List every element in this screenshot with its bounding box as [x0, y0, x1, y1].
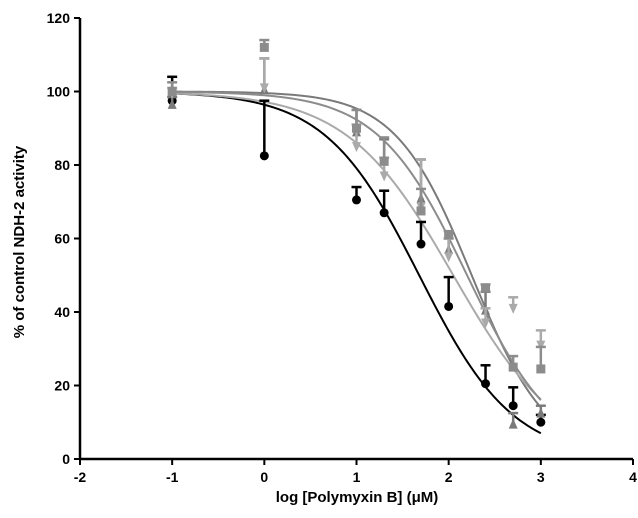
x-tick-label: 0	[260, 469, 268, 485]
data-point	[481, 318, 491, 329]
data-point	[259, 83, 269, 94]
data-point	[444, 301, 454, 311]
x-axis-title: log [Polymyxin B] (μM)	[276, 489, 439, 506]
y-tick-label: 100	[47, 84, 71, 100]
data-point	[167, 87, 177, 96]
data-points	[167, 38, 546, 429]
y-tick-label: 60	[54, 231, 70, 247]
x-tick-label: -1	[166, 469, 179, 485]
data-point	[481, 283, 491, 293]
data-point	[352, 142, 361, 153]
data-point	[444, 230, 454, 240]
fit-curve	[172, 92, 542, 435]
data-point	[352, 195, 361, 205]
data-point	[379, 156, 389, 166]
data-point	[444, 252, 454, 263]
y-tick-label: 40	[54, 304, 70, 320]
data-point	[379, 171, 389, 182]
data-point	[259, 151, 269, 161]
x-tick-label: 4	[629, 469, 637, 485]
y-tick-label: 80	[54, 157, 70, 173]
x-tick-label: 1	[353, 469, 361, 485]
data-point	[259, 42, 269, 52]
data-point	[508, 362, 518, 372]
data-point	[508, 418, 518, 429]
data-point	[481, 379, 491, 389]
data-point	[352, 123, 361, 133]
data-point	[508, 303, 518, 314]
tick-marks	[74, 17, 634, 465]
x-tick-label: -2	[74, 469, 87, 485]
data-point	[536, 340, 546, 351]
data-point	[536, 417, 546, 427]
data-point	[379, 208, 389, 218]
y-tick-label: 120	[47, 10, 71, 26]
axes	[78, 18, 633, 461]
y-tick-label: 20	[54, 378, 70, 394]
x-tick-label: 3	[537, 469, 545, 485]
data-point	[536, 364, 546, 374]
y-axis-title: % of control NDH-2 activity	[11, 145, 28, 338]
data-point	[416, 239, 426, 249]
data-point	[508, 401, 518, 411]
data-point	[536, 407, 546, 418]
fit-curve	[172, 90, 542, 409]
data-point	[416, 206, 426, 216]
x-tick-label: 2	[445, 469, 453, 485]
y-tick-label: 0	[62, 451, 70, 467]
data-point	[167, 98, 177, 109]
